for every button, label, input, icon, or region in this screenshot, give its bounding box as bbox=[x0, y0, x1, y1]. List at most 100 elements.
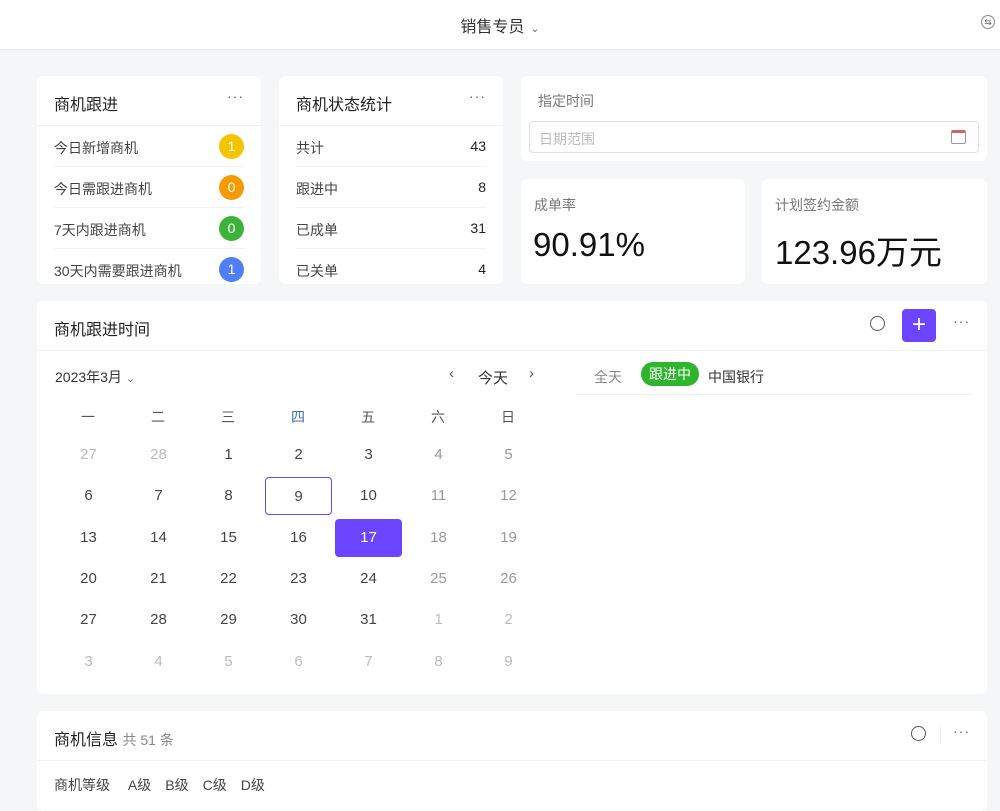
calendar-day[interactable]: 11 bbox=[430, 487, 447, 505]
status-value: 31 bbox=[470, 220, 486, 236]
calendar-day[interactable]: 22 bbox=[220, 569, 237, 587]
calendar-day[interactable]: 5 bbox=[224, 652, 233, 670]
calendar-day[interactable]: 21 bbox=[150, 569, 167, 587]
status-label: 共计 bbox=[296, 140, 324, 156]
rate-card: 成单率 90.91% bbox=[521, 179, 745, 284]
calendar-day[interactable]: 28 bbox=[150, 446, 167, 463]
more-icon[interactable]: ··· bbox=[953, 313, 970, 329]
calendar-day[interactable]: 1 bbox=[224, 446, 233, 463]
next-month-icon[interactable]: › bbox=[529, 365, 534, 382]
status-label: 已关单 bbox=[296, 263, 338, 279]
time-card: 指定时间 日期范围 bbox=[521, 76, 987, 161]
calendar-day[interactable]: 27 bbox=[80, 611, 97, 629]
card-title: 商机状态统计 bbox=[296, 97, 393, 114]
amount-value: 123.96万元 bbox=[775, 234, 942, 271]
follow-item[interactable]: 30天内需要跟进商机 1 bbox=[54, 249, 244, 284]
status-value: 4 bbox=[478, 261, 486, 277]
status-item[interactable]: 共计 43 bbox=[296, 126, 486, 167]
event-item[interactable]: 全天 跟进中 中国银行 bbox=[576, 359, 972, 395]
calendar-day[interactable]: 20 bbox=[80, 569, 97, 587]
count-badge: 1 bbox=[219, 257, 244, 282]
calendar-day[interactable]: 17 bbox=[335, 518, 402, 557]
calendar-day[interactable]: 9 bbox=[265, 477, 332, 516]
level-option[interactable]: D级 bbox=[240, 777, 265, 793]
event-name: 中国银行 bbox=[708, 369, 764, 385]
role-title: 销售专员 bbox=[460, 19, 525, 36]
card-title: 商机跟进 bbox=[54, 97, 119, 114]
status-item[interactable]: 已关单 4 bbox=[296, 249, 486, 284]
calendar-day[interactable]: 31 bbox=[360, 611, 377, 629]
status-item[interactable]: 跟进中 8 bbox=[296, 167, 486, 208]
top-header: 销售专员 ⌄ ⇆ bbox=[0, 0, 1000, 50]
calendar-day[interactable]: 5 bbox=[504, 446, 513, 463]
more-icon[interactable]: ··· bbox=[227, 88, 244, 104]
level-option[interactable]: B级 bbox=[165, 777, 189, 793]
date-range-placeholder: 日期范围 bbox=[539, 131, 595, 147]
switch-icon[interactable]: ⇆ bbox=[981, 15, 995, 29]
calendar-day[interactable]: 26 bbox=[500, 569, 517, 587]
calendar-day[interactable]: 4 bbox=[434, 446, 443, 463]
chevron-down-icon: ⌄ bbox=[530, 23, 540, 35]
calendar-day[interactable]: 23 bbox=[290, 569, 307, 587]
weekday-header: 五 bbox=[361, 409, 375, 425]
status-item[interactable]: 已成单 31 bbox=[296, 208, 486, 249]
count-badge: 1 bbox=[219, 134, 244, 159]
rate-label: 成单率 bbox=[534, 197, 576, 213]
calendar-day[interactable]: 1 bbox=[434, 611, 443, 629]
weekday-header: 日 bbox=[501, 409, 515, 425]
calendar-day[interactable]: 8 bbox=[224, 487, 233, 505]
calendar-day[interactable]: 16 bbox=[290, 528, 307, 546]
calendar-day[interactable]: 19 bbox=[500, 528, 517, 546]
status-label: 跟进中 bbox=[296, 181, 338, 197]
calendar-card: 商机跟进时间 + ··· 2023年3月 ⌄ ‹ 今天 › 一二三四五六日 27 2… bbox=[37, 301, 987, 694]
date-range-input[interactable]: 日期范围 bbox=[529, 121, 979, 153]
calendar-day[interactable]: 6 bbox=[294, 652, 303, 670]
calendar-day[interactable]: 14 bbox=[150, 528, 167, 546]
calendar-day[interactable]: 13 bbox=[80, 528, 97, 546]
follow-item[interactable]: 7天内跟进商机 0 bbox=[54, 208, 244, 249]
calendar-day[interactable]: 7 bbox=[154, 487, 163, 505]
weekday-header: 一 bbox=[81, 409, 95, 425]
level-option[interactable]: A级 bbox=[127, 777, 152, 793]
calendar-day[interactable]: 3 bbox=[84, 652, 93, 670]
calendar-icon bbox=[951, 130, 966, 144]
follow-card: 商机跟进 ··· 今日新增商机 1 今日需跟进商机 0 7天内跟进商机 0 30天内需要跟进商… bbox=[37, 76, 261, 284]
calendar-day[interactable]: 8 bbox=[434, 652, 443, 670]
calendar-day[interactable]: 29 bbox=[220, 611, 237, 629]
search-icon[interactable] bbox=[870, 316, 885, 331]
status-label: 已成单 bbox=[296, 222, 338, 238]
amount-label: 计划签约金额 bbox=[775, 197, 859, 213]
today-button[interactable]: 今天 bbox=[478, 370, 509, 387]
calendar-day[interactable]: 24 bbox=[360, 569, 377, 587]
search-icon[interactable] bbox=[911, 726, 926, 741]
calendar-day[interactable]: 7 bbox=[364, 652, 373, 670]
calendar-day[interactable]: 4 bbox=[154, 652, 163, 670]
calendar-day[interactable]: 27 bbox=[80, 446, 97, 463]
calendar-day[interactable]: 28 bbox=[150, 611, 167, 629]
follow-item[interactable]: 今日需跟进商机 0 bbox=[54, 167, 244, 208]
calendar-day[interactable]: 30 bbox=[290, 611, 307, 629]
calendar-day[interactable]: 10 bbox=[360, 487, 377, 505]
more-icon[interactable]: ··· bbox=[953, 723, 970, 739]
calendar-day[interactable]: 2 bbox=[504, 611, 513, 629]
calendar-day[interactable]: 15 bbox=[220, 528, 237, 546]
filter-label: 商机等级 bbox=[54, 777, 110, 793]
calendar-day[interactable]: 18 bbox=[430, 528, 447, 546]
more-icon[interactable]: ··· bbox=[469, 88, 486, 104]
follow-label: 30天内需要跟进商机 bbox=[54, 263, 182, 279]
role-selector[interactable]: 销售专员 ⌄ bbox=[0, 13, 1000, 37]
month-selector[interactable]: 2023年3月 ⌄ bbox=[55, 367, 135, 387]
add-button[interactable]: + bbox=[902, 309, 936, 342]
calendar-day[interactable]: 2 bbox=[294, 446, 303, 463]
event-status-tag: 跟进中 bbox=[641, 362, 699, 386]
follow-item[interactable]: 今日新增商机 1 bbox=[54, 126, 244, 167]
calendar-day[interactable]: 6 bbox=[84, 487, 93, 505]
prev-month-icon[interactable]: ‹ bbox=[449, 365, 454, 382]
calendar-day[interactable]: 12 bbox=[500, 487, 517, 505]
weekday-header: 四 bbox=[291, 409, 305, 425]
calendar-day[interactable]: 9 bbox=[504, 652, 513, 670]
calendar-day[interactable]: 25 bbox=[430, 569, 447, 587]
level-option[interactable]: C级 bbox=[202, 777, 227, 793]
time-label: 指定时间 bbox=[538, 93, 594, 109]
calendar-day[interactable]: 3 bbox=[364, 446, 373, 463]
